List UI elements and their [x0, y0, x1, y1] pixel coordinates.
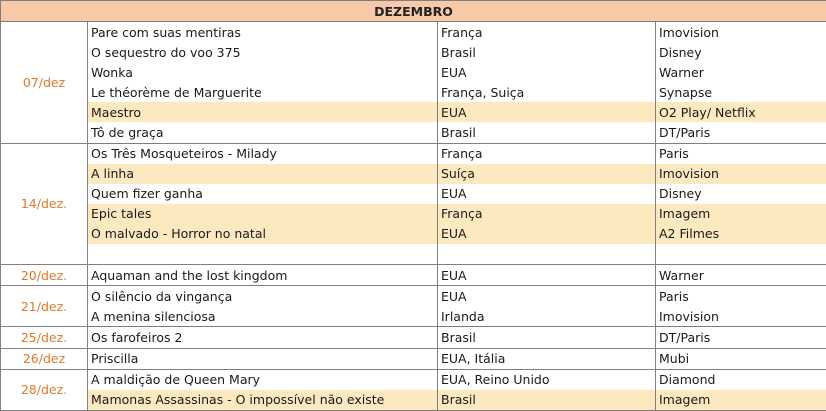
- film-cell: Epic tales: [88, 204, 438, 224]
- film-cell: A menina silenciosa: [88, 306, 438, 327]
- film-cell: O silêncio da vingança: [88, 286, 438, 307]
- distributor-cell: Mubi: [656, 348, 826, 369]
- release-date: 07/dez: [1, 22, 88, 144]
- country-cell: EUA, Reino Unido: [438, 369, 656, 390]
- film-cell: Os Três Mosqueteiros - Milady: [88, 143, 438, 164]
- country-cell: Brasil: [438, 390, 656, 411]
- distributor-cell: A2 Filmes: [656, 224, 826, 244]
- release-date: 14/dez.: [1, 143, 88, 265]
- film-cell: A maldição de Queen Mary: [88, 369, 438, 390]
- distributor-cell: Synapse: [656, 82, 826, 102]
- film-cell: Quem fizer ganha: [88, 184, 438, 204]
- country-cell: EUA: [438, 265, 656, 286]
- country-cell: [438, 244, 656, 265]
- distributor-cell: Warner: [656, 62, 826, 82]
- country-cell: Irlanda: [438, 306, 656, 327]
- distributor-cell: Imagem: [656, 390, 826, 411]
- table-row: [1, 244, 826, 265]
- release-date: 25/dez.: [1, 327, 88, 348]
- country-cell: Brasil: [438, 327, 656, 348]
- distributor-cell: Imovision: [656, 306, 826, 327]
- film-cell: Os farofeiros 2: [88, 327, 438, 348]
- film-cell: O sequestro do voo 375: [88, 42, 438, 62]
- distributor-cell: Imovision: [656, 164, 826, 184]
- film-cell: Mamonas Assassinas - O impossível não ex…: [88, 390, 438, 411]
- country-cell: EUA: [438, 184, 656, 204]
- month-header: DEZEMBRO: [1, 1, 826, 22]
- country-cell: EUA: [438, 224, 656, 244]
- release-date: 21/dez.: [1, 286, 88, 327]
- country-cell: França, Suiça: [438, 82, 656, 102]
- film-cell: Le théorème de Marguerite: [88, 82, 438, 102]
- distributor-cell: Diamond: [656, 369, 826, 390]
- distributor-cell: O2 Play/ Netflix: [656, 102, 826, 122]
- country-cell: Brasil: [438, 122, 656, 143]
- distributor-cell: Warner: [656, 265, 826, 286]
- country-cell: França: [438, 204, 656, 224]
- country-cell: EUA: [438, 62, 656, 82]
- release-date: 28/dez.: [1, 369, 88, 410]
- country-cell: EUA: [438, 102, 656, 122]
- country-cell: Brasil: [438, 42, 656, 62]
- film-cell: Priscilla: [88, 348, 438, 369]
- table-row: Mamonas Assassinas - O impossível não ex…: [1, 390, 826, 411]
- release-date: 26/dez: [1, 348, 88, 369]
- film-cell: Pare com suas mentiras: [88, 22, 438, 43]
- distributor-cell: Paris: [656, 286, 826, 307]
- distributor-cell: DT/Paris: [656, 122, 826, 143]
- distributor-cell: [656, 244, 826, 265]
- distributor-cell: DT/Paris: [656, 327, 826, 348]
- distributor-cell: Imagem: [656, 204, 826, 224]
- country-cell: França: [438, 22, 656, 43]
- distributor-cell: Disney: [656, 42, 826, 62]
- distributor-cell: Imovision: [656, 22, 826, 43]
- country-cell: EUA, Itália: [438, 348, 656, 369]
- film-cell: A linha: [88, 164, 438, 184]
- film-cell: Tô de graça: [88, 122, 438, 143]
- film-cell: Maestro: [88, 102, 438, 122]
- film-cell: O malvado - Horror no natal: [88, 224, 438, 244]
- release-date: 20/dez.: [1, 265, 88, 286]
- film-cell: Aquaman and the lost kingdom: [88, 265, 438, 286]
- distributor-cell: Paris: [656, 143, 826, 164]
- film-cell: [88, 244, 438, 265]
- film-cell: Wonka: [88, 62, 438, 82]
- country-cell: Suíça: [438, 164, 656, 184]
- distributor-cell: Disney: [656, 184, 826, 204]
- country-cell: EUA: [438, 286, 656, 307]
- country-cell: França: [438, 143, 656, 164]
